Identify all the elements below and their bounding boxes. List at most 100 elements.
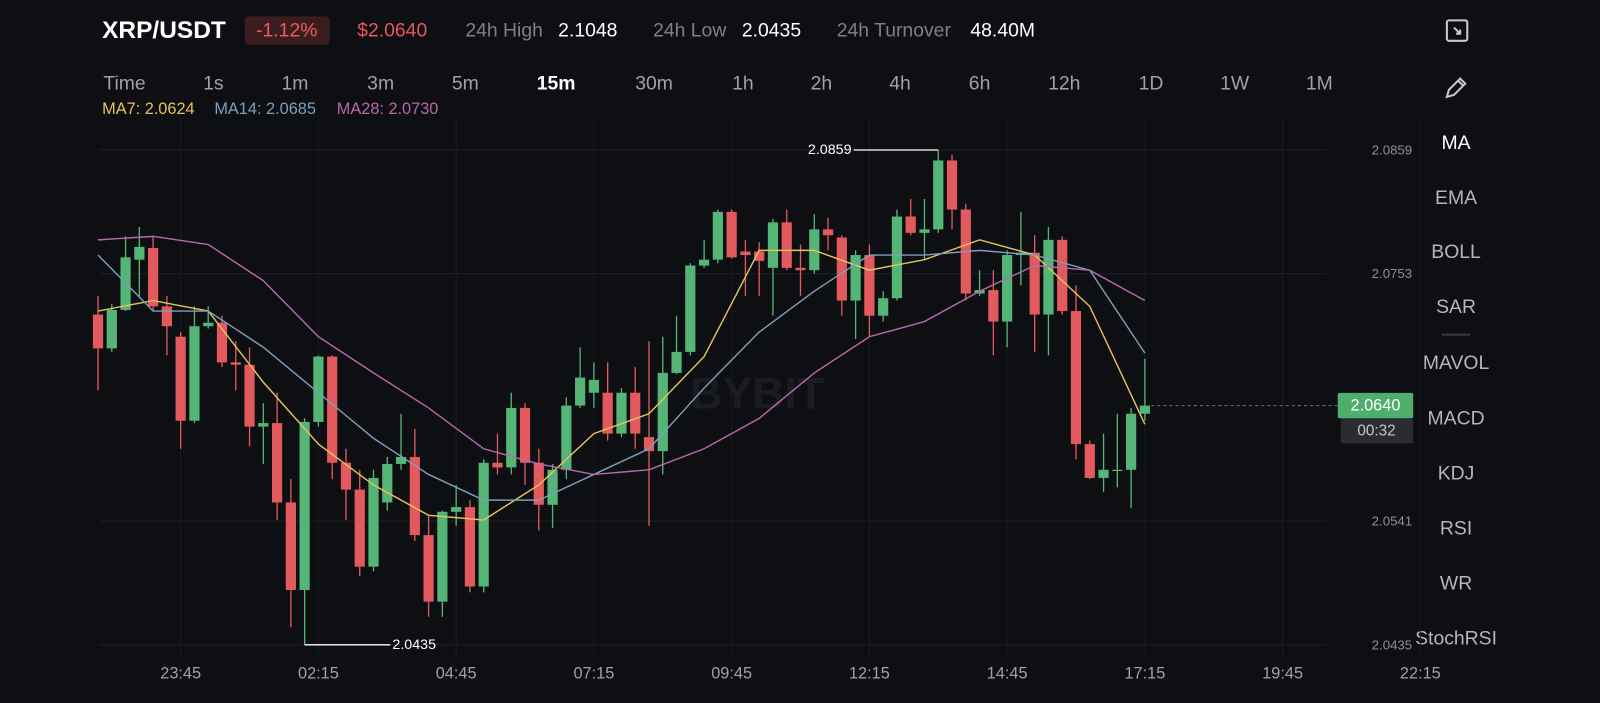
- timeframe[interactable]: 1m: [281, 73, 308, 95]
- countdown-tag: [1340, 418, 1414, 444]
- ma-line: [97, 239, 1146, 521]
- candle-body: [134, 246, 145, 260]
- timeframe[interactable]: 1D: [1139, 73, 1164, 95]
- timeframe[interactable]: 1s: [203, 73, 223, 95]
- candle-body: [519, 407, 531, 463]
- candle-body: [602, 392, 613, 434]
- candle-body: [395, 456, 407, 464]
- timeframe[interactable]: 15m: [537, 73, 576, 95]
- candle-body: [588, 379, 599, 393]
- x-tick-label: 04:45: [436, 664, 477, 682]
- timeframe[interactable]: Time: [103, 73, 145, 95]
- candle-body: [726, 211, 737, 258]
- timeframe[interactable]: 6h: [969, 73, 991, 95]
- indicator[interactable]: StochRSI: [1415, 628, 1497, 650]
- candle-body: [767, 222, 779, 268]
- candle-body: [671, 351, 682, 373]
- indicator[interactable]: RSI: [1440, 518, 1472, 540]
- timeframe[interactable]: 4h: [889, 73, 911, 95]
- draw-icon[interactable]: [1445, 77, 1467, 99]
- candle-body: [1112, 469, 1123, 471]
- annotation-label: 2.0435: [392, 637, 436, 653]
- ma-line: [97, 249, 1146, 501]
- annotation-label: 2.0859: [808, 142, 852, 158]
- indicator[interactable]: EMA: [1435, 187, 1477, 209]
- timeframes: Time 1s 1m 3m 5m 15m 30m 1h 2h 4h 6h 12h 1D 1W 1M: [103, 73, 1332, 95]
- indicator[interactable]: MAVOL: [1423, 352, 1490, 374]
- candle-body: [161, 306, 172, 327]
- x-tick-label: 19:45: [1262, 664, 1303, 682]
- timeframe[interactable]: 3m: [367, 73, 394, 95]
- indicator[interactable]: WR: [1440, 573, 1472, 595]
- candle-body: [616, 392, 627, 434]
- change: -1.12%: [256, 20, 317, 42]
- candle-body: [891, 216, 903, 299]
- icon-arrow: [1453, 26, 1462, 35]
- timeframe[interactable]: 5m: [452, 73, 479, 95]
- candle-body: [492, 462, 503, 468]
- candle-body: [258, 423, 269, 427]
- indicator[interactable]: MA: [1442, 132, 1471, 154]
- candle-body: [988, 290, 999, 322]
- stat-value: 48.40M: [970, 20, 1035, 42]
- indicator[interactable]: SAR: [1436, 296, 1476, 318]
- indicator[interactable]: KDJ: [1438, 462, 1475, 484]
- x-tick-label: 07:15: [573, 664, 614, 682]
- icon-frame: [1445, 19, 1469, 42]
- candle-body: [216, 322, 228, 363]
- timeframe[interactable]: 1W: [1220, 73, 1250, 95]
- fullscreen-icon[interactable]: [1445, 19, 1469, 42]
- timeframe[interactable]: 12h: [1048, 73, 1080, 95]
- candle-body: [864, 255, 875, 316]
- candle-body: [1057, 239, 1068, 312]
- timeframe[interactable]: 1h: [732, 73, 754, 95]
- indicators: MA EMA BOLL SAR MAVOL MACD KDJ RSI WR StochRSI: [1415, 132, 1497, 650]
- candle-body: [1098, 469, 1109, 478]
- candle-body: [575, 377, 586, 406]
- indicator[interactable]: MACD: [1428, 407, 1485, 429]
- candle-body: [354, 489, 365, 567]
- candle-body: [685, 265, 696, 352]
- x-tick-label: 23:45: [160, 664, 201, 682]
- candle-body: [106, 309, 117, 349]
- candle-body: [795, 267, 806, 271]
- ma-legend: MA7: 2.0624 MA14: 2.0685 MA28: 2.0730: [102, 100, 438, 118]
- candle-body: [850, 255, 861, 301]
- change-badge: [244, 16, 330, 45]
- stat-label: 24h High: [465, 20, 543, 42]
- timeframe[interactable]: 30m: [635, 73, 673, 95]
- stats: 24h High 2.1048 24h Low 2.0435 24h Turnover 4…: [465, 20, 1035, 42]
- candle-body: [285, 502, 296, 590]
- candle-body: [92, 314, 104, 349]
- candle-body: [271, 423, 283, 503]
- x-tick-label: 12:15: [849, 664, 890, 682]
- stat-value: 2.0435: [742, 20, 801, 42]
- candle-body: [547, 469, 558, 505]
- countdown-label: 00:32: [1357, 423, 1395, 440]
- candle-body: [822, 229, 834, 236]
- pair: XRP/USDT: [102, 17, 226, 44]
- x-tick-label: 17:15: [1124, 664, 1165, 682]
- stat-label: 24h Low: [653, 20, 727, 42]
- candle-body: [919, 229, 930, 233]
- candle-body: [464, 507, 476, 587]
- legend-entry: MA28: 2.0730: [337, 100, 439, 118]
- y-tick-label: 2.0859: [1372, 142, 1413, 157]
- candle-body: [437, 511, 448, 602]
- candle-body: [740, 251, 751, 256]
- candle-body: [189, 326, 200, 421]
- y-tick-label: 2.0541: [1372, 514, 1413, 529]
- ma-line: [97, 235, 1146, 476]
- x-tick-label: 02:15: [298, 664, 339, 682]
- candle-body: [630, 392, 641, 434]
- candle-body: [905, 216, 916, 233]
- timeframe[interactable]: 1M: [1306, 73, 1333, 95]
- stat-value: 2.1048: [558, 20, 617, 42]
- candle-body: [1002, 255, 1013, 322]
- candle-body: [203, 322, 214, 327]
- candle-body: [368, 477, 379, 567]
- indicator[interactable]: BOLL: [1431, 241, 1481, 263]
- candle-body: [409, 456, 420, 536]
- timeframe[interactable]: 2h: [811, 73, 833, 95]
